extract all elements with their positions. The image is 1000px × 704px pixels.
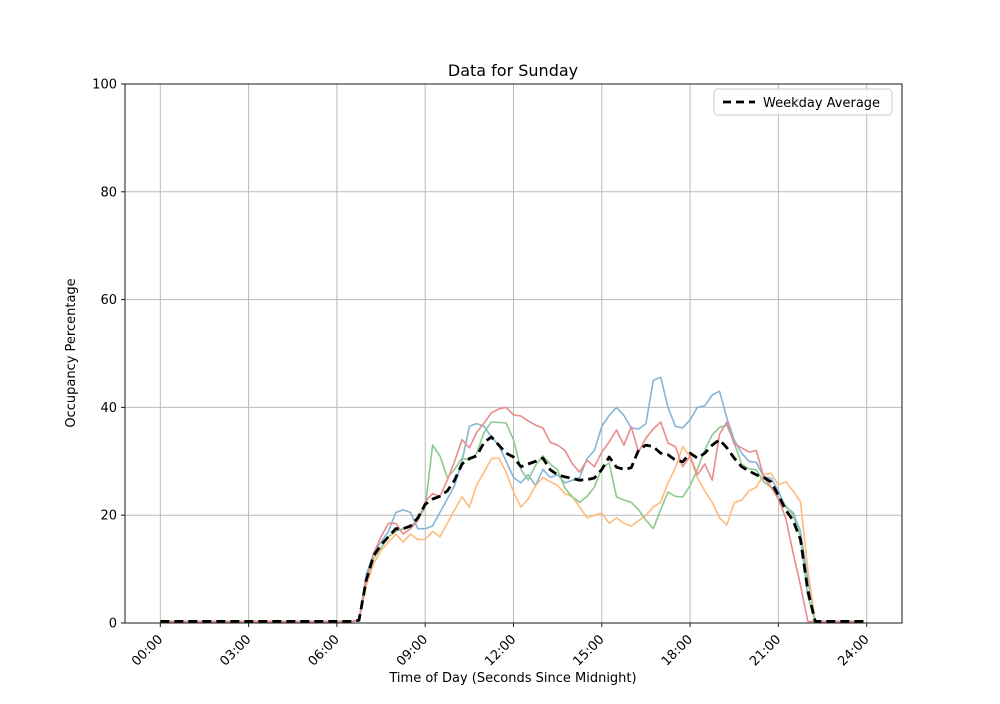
legend-entry-label: Weekday Average: [763, 96, 880, 111]
x-axis-label: Time of Day (Seconds Since Midnight): [388, 671, 636, 686]
legend: Weekday Average: [713, 88, 893, 116]
x-tick-label: 06:00: [306, 632, 343, 669]
x-tick-label: 21:00: [747, 632, 784, 669]
x-tick-label: 12:00: [482, 632, 519, 669]
y-tick-label: 60: [100, 293, 117, 308]
y-tick-label: 80: [100, 185, 117, 200]
y-tick-label: 100: [92, 78, 117, 93]
x-axis-ticks: 00:00 03:00 06:00 09:00 12:00 15:00 18:00 21:00…: [129, 623, 873, 669]
weekday-average-line: [160, 435, 864, 623]
series-lines: [160, 376, 864, 623]
x-tick-label: 15:00: [571, 632, 608, 669]
grid-lines: [125, 83, 902, 624]
y-axis-ticks: 0 20 40 60 80 100: [92, 78, 125, 632]
x-tick-label: 24:00: [835, 632, 872, 669]
series-red-line: [160, 406, 864, 623]
x-tick-label: 09:00: [394, 632, 431, 669]
chart-title: Data for Sunday: [448, 61, 578, 80]
x-tick-label: 03:00: [217, 632, 254, 669]
y-tick-label: 40: [100, 401, 117, 416]
legend-box: [713, 88, 893, 116]
y-tick-label: 20: [100, 509, 117, 524]
x-tick-label: 00:00: [129, 632, 166, 669]
y-axis-label: Occupancy Percentage: [64, 278, 79, 427]
y-tick-label: 0: [109, 617, 117, 632]
x-tick-label: 18:00: [659, 632, 696, 669]
series-green-line: [160, 421, 864, 623]
